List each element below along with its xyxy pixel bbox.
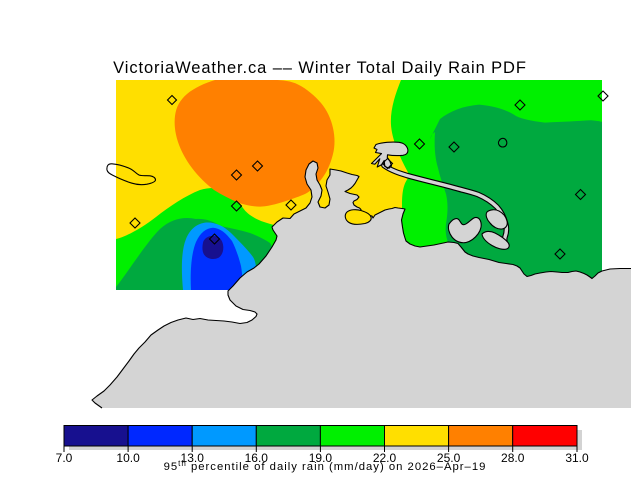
svg-text:31.0: 31.0 — [565, 451, 589, 465]
svg-text:16.0: 16.0 — [245, 451, 269, 465]
svg-text:7.0: 7.0 — [56, 451, 73, 465]
svg-text:10.0: 10.0 — [116, 451, 140, 465]
svg-text:13.0: 13.0 — [181, 451, 205, 465]
svg-text:19.0: 19.0 — [309, 451, 333, 465]
svg-text:95th percentile of daily rain: 95th percentile of daily rain (mm/day) o… — [164, 459, 487, 473]
svg-text:28.0: 28.0 — [501, 451, 525, 465]
svg-text:25.0: 25.0 — [437, 451, 461, 465]
svg-text:22.0: 22.0 — [373, 451, 397, 465]
svg-text:VictoriaWeather.ca –– Winter T: VictoriaWeather.ca –– Winter Total Daily… — [113, 59, 527, 77]
